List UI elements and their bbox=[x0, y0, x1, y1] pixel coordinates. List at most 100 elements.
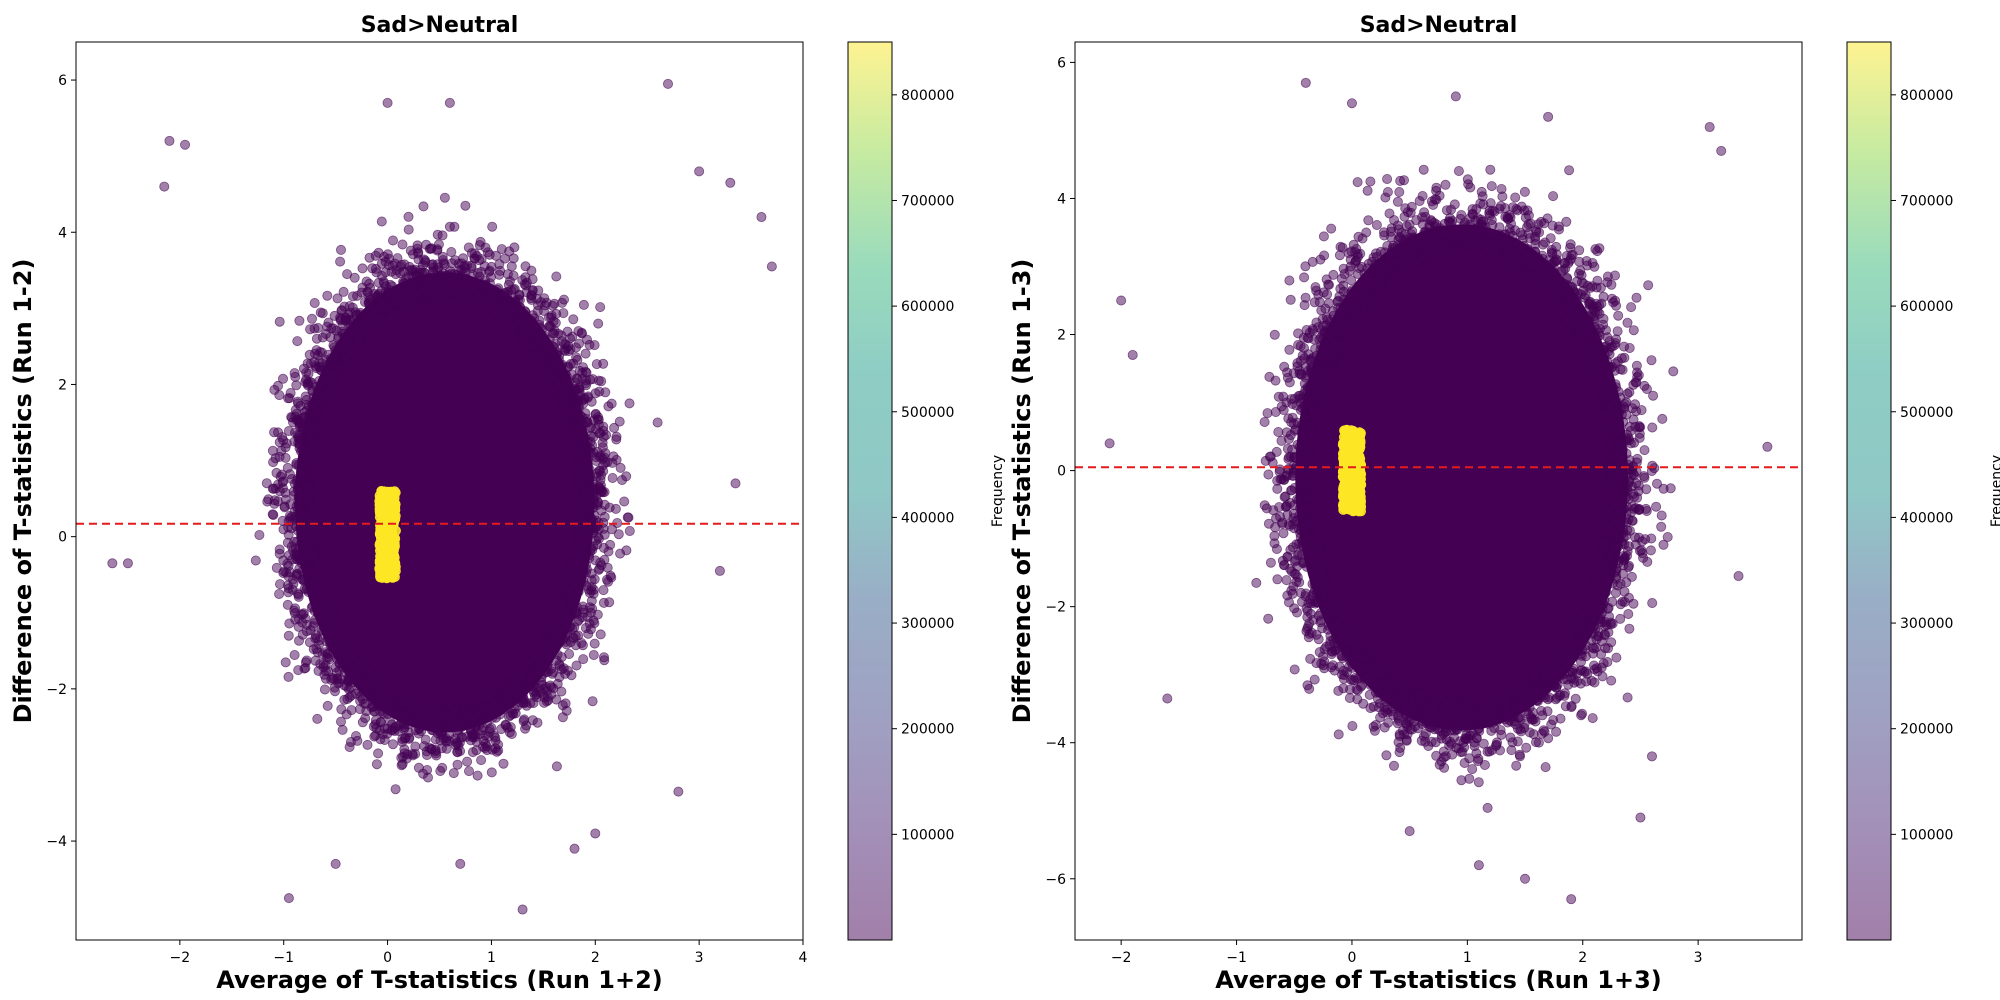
scatter-point bbox=[583, 489, 594, 500]
scatter-point bbox=[412, 243, 423, 254]
scatter-point bbox=[1548, 266, 1559, 277]
scatter-point bbox=[559, 294, 570, 305]
scatter-point bbox=[316, 577, 327, 588]
scatter-point bbox=[500, 288, 511, 299]
scatter-point bbox=[403, 211, 414, 222]
scatter-point bbox=[551, 761, 562, 772]
scatter-point bbox=[357, 263, 368, 274]
scatter-point bbox=[1539, 726, 1550, 737]
scatter-point bbox=[295, 466, 306, 477]
scatter-point bbox=[1352, 177, 1363, 188]
scatter-point bbox=[611, 434, 622, 445]
scatter-point bbox=[596, 485, 607, 496]
scatter-point bbox=[329, 686, 340, 697]
scatter-point bbox=[581, 559, 592, 570]
scatter-point bbox=[1335, 283, 1346, 294]
scatter-point bbox=[594, 465, 605, 476]
scatter-point bbox=[303, 587, 314, 598]
scatter-point bbox=[621, 471, 632, 482]
scatter-point bbox=[557, 700, 568, 711]
scatter-point bbox=[292, 336, 303, 347]
scatter-point bbox=[254, 530, 265, 541]
scatter-point bbox=[325, 353, 336, 364]
scatter-point bbox=[594, 563, 605, 574]
scatter-point bbox=[486, 767, 497, 778]
scatter-point bbox=[593, 318, 604, 329]
scatter-point bbox=[325, 377, 336, 388]
scatter-point bbox=[403, 224, 414, 235]
scatter-point bbox=[589, 340, 600, 351]
y-tick-label: 4 bbox=[58, 225, 67, 241]
scatter-point bbox=[439, 192, 450, 203]
scatter-point bbox=[284, 469, 295, 480]
scatter-point-outlier bbox=[382, 97, 393, 108]
scatter-point bbox=[1270, 406, 1281, 417]
x-tick-label: 4 bbox=[799, 950, 808, 966]
scatter-point bbox=[289, 608, 300, 619]
scatter-point bbox=[494, 269, 505, 280]
scatter-point bbox=[361, 321, 372, 332]
scatter-point bbox=[274, 589, 285, 600]
scatter-point bbox=[1656, 521, 1667, 532]
scatter-point bbox=[1626, 302, 1637, 313]
scatter-point bbox=[518, 326, 529, 337]
scatter-point bbox=[317, 390, 328, 401]
scatter-point bbox=[433, 725, 444, 736]
scatter-point bbox=[378, 708, 389, 719]
scatter-point bbox=[455, 280, 466, 291]
scatter-point bbox=[495, 702, 506, 713]
scatter-point bbox=[1449, 199, 1460, 210]
scatter-point bbox=[580, 348, 591, 359]
scatter-point bbox=[317, 308, 328, 319]
scatter-point bbox=[452, 738, 463, 749]
scatter-point bbox=[278, 476, 289, 487]
scatter-point bbox=[364, 292, 375, 303]
x-tick-label: 2 bbox=[591, 950, 600, 966]
scatter-point bbox=[588, 447, 599, 458]
y-tick-label: 6 bbox=[58, 73, 67, 89]
scatter-point bbox=[1263, 613, 1274, 624]
scatter-point bbox=[305, 324, 316, 335]
scatter-point bbox=[287, 574, 298, 585]
scatter-point bbox=[592, 414, 603, 425]
scatter-point bbox=[533, 349, 544, 360]
scatter-point bbox=[283, 671, 294, 682]
scatter-point bbox=[1381, 750, 1392, 761]
scatter-point-outlier bbox=[159, 181, 170, 192]
scatter-point-high-frequency bbox=[376, 540, 387, 551]
scatter-point bbox=[437, 251, 448, 262]
scatter-point bbox=[1611, 652, 1622, 663]
scatter-point bbox=[371, 759, 382, 770]
scatter-point bbox=[317, 332, 328, 343]
scatter-point bbox=[384, 312, 395, 323]
scatter-point bbox=[1346, 275, 1357, 286]
scatter-point bbox=[1351, 243, 1362, 254]
scatter-point bbox=[322, 625, 333, 636]
scatter-point bbox=[1289, 664, 1300, 675]
scatter-point bbox=[273, 427, 284, 438]
scatter-point bbox=[1602, 277, 1613, 288]
scatter-point bbox=[1389, 760, 1400, 771]
scatter-point bbox=[274, 579, 285, 590]
scatter-point bbox=[487, 221, 498, 232]
scatter-point bbox=[1328, 269, 1339, 280]
scatter-point bbox=[1522, 222, 1533, 233]
scatter-point bbox=[453, 258, 464, 269]
scatter-point bbox=[503, 279, 514, 290]
scatter-point bbox=[1264, 371, 1275, 382]
scatter-point bbox=[563, 340, 574, 351]
scatter-point bbox=[493, 739, 504, 750]
scatter-point bbox=[1486, 181, 1497, 192]
scatter-point bbox=[563, 586, 574, 597]
scatter-point bbox=[574, 338, 585, 349]
y-tick-label: 0 bbox=[58, 530, 67, 546]
scatter-point bbox=[448, 768, 459, 779]
scatter-point bbox=[1628, 325, 1639, 336]
scatter-point-outlier bbox=[180, 139, 191, 150]
scatter-point bbox=[428, 717, 439, 728]
scatter-point-high-frequency bbox=[386, 527, 397, 538]
scatter-point bbox=[1546, 719, 1557, 730]
scatter-point bbox=[1300, 261, 1311, 272]
scatter-point bbox=[624, 526, 635, 537]
scatter-point bbox=[287, 417, 298, 428]
